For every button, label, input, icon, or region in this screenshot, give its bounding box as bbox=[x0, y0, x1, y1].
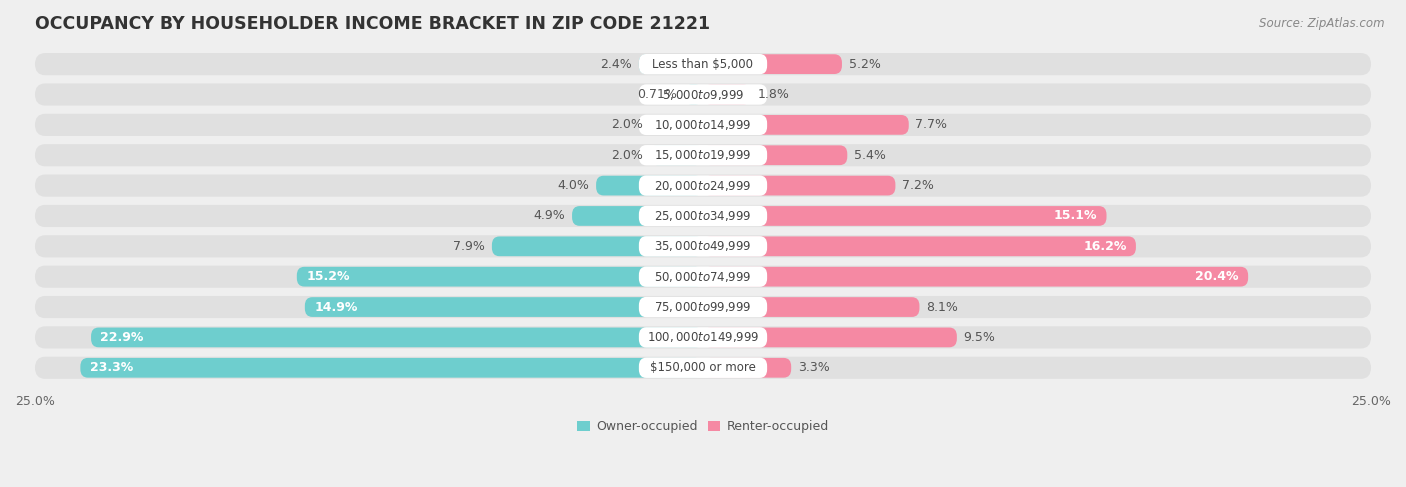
FancyBboxPatch shape bbox=[703, 115, 908, 135]
FancyBboxPatch shape bbox=[638, 54, 703, 74]
FancyBboxPatch shape bbox=[80, 358, 703, 377]
FancyBboxPatch shape bbox=[596, 176, 703, 195]
Text: OCCUPANCY BY HOUSEHOLDER INCOME BRACKET IN ZIP CODE 21221: OCCUPANCY BY HOUSEHOLDER INCOME BRACKET … bbox=[35, 15, 710, 33]
Text: 4.9%: 4.9% bbox=[534, 209, 565, 223]
FancyBboxPatch shape bbox=[638, 54, 768, 75]
Text: 7.2%: 7.2% bbox=[903, 179, 934, 192]
Text: Less than $5,000: Less than $5,000 bbox=[652, 57, 754, 71]
FancyBboxPatch shape bbox=[638, 327, 768, 348]
Text: 14.9%: 14.9% bbox=[314, 300, 357, 314]
Text: 15.1%: 15.1% bbox=[1053, 209, 1097, 223]
Text: 15.2%: 15.2% bbox=[307, 270, 350, 283]
Text: 2.0%: 2.0% bbox=[612, 118, 643, 131]
FancyBboxPatch shape bbox=[35, 296, 1371, 318]
FancyBboxPatch shape bbox=[638, 236, 768, 257]
FancyBboxPatch shape bbox=[638, 175, 768, 196]
Text: 5.2%: 5.2% bbox=[849, 57, 880, 71]
FancyBboxPatch shape bbox=[703, 85, 751, 104]
FancyBboxPatch shape bbox=[638, 357, 768, 378]
Text: 4.0%: 4.0% bbox=[558, 179, 589, 192]
Text: 1.8%: 1.8% bbox=[758, 88, 790, 101]
Text: $10,000 to $14,999: $10,000 to $14,999 bbox=[654, 118, 752, 132]
Text: 23.3%: 23.3% bbox=[90, 361, 134, 375]
Text: $100,000 to $149,999: $100,000 to $149,999 bbox=[647, 330, 759, 344]
FancyBboxPatch shape bbox=[35, 205, 1371, 227]
Text: 2.0%: 2.0% bbox=[612, 149, 643, 162]
FancyBboxPatch shape bbox=[638, 145, 768, 166]
FancyBboxPatch shape bbox=[703, 358, 792, 377]
FancyBboxPatch shape bbox=[638, 115, 768, 135]
Text: 7.7%: 7.7% bbox=[915, 118, 948, 131]
FancyBboxPatch shape bbox=[35, 83, 1371, 106]
FancyBboxPatch shape bbox=[703, 328, 957, 347]
FancyBboxPatch shape bbox=[35, 114, 1371, 136]
Text: 20.4%: 20.4% bbox=[1195, 270, 1239, 283]
FancyBboxPatch shape bbox=[35, 53, 1371, 75]
FancyBboxPatch shape bbox=[703, 237, 1136, 256]
FancyBboxPatch shape bbox=[685, 85, 703, 104]
FancyBboxPatch shape bbox=[297, 267, 703, 286]
Text: 9.5%: 9.5% bbox=[963, 331, 995, 344]
FancyBboxPatch shape bbox=[35, 174, 1371, 197]
Text: $50,000 to $74,999: $50,000 to $74,999 bbox=[654, 270, 752, 284]
FancyBboxPatch shape bbox=[703, 176, 896, 195]
Text: 16.2%: 16.2% bbox=[1083, 240, 1126, 253]
Text: $25,000 to $34,999: $25,000 to $34,999 bbox=[654, 209, 752, 223]
FancyBboxPatch shape bbox=[35, 144, 1371, 167]
FancyBboxPatch shape bbox=[35, 356, 1371, 379]
Text: $35,000 to $49,999: $35,000 to $49,999 bbox=[654, 239, 752, 253]
FancyBboxPatch shape bbox=[91, 328, 703, 347]
Text: 22.9%: 22.9% bbox=[100, 331, 143, 344]
FancyBboxPatch shape bbox=[650, 115, 703, 135]
Text: Source: ZipAtlas.com: Source: ZipAtlas.com bbox=[1260, 17, 1385, 30]
FancyBboxPatch shape bbox=[650, 145, 703, 165]
FancyBboxPatch shape bbox=[638, 206, 768, 226]
Text: $75,000 to $99,999: $75,000 to $99,999 bbox=[654, 300, 752, 314]
FancyBboxPatch shape bbox=[35, 235, 1371, 258]
FancyBboxPatch shape bbox=[703, 297, 920, 317]
Text: $20,000 to $24,999: $20,000 to $24,999 bbox=[654, 179, 752, 192]
FancyBboxPatch shape bbox=[703, 54, 842, 74]
FancyBboxPatch shape bbox=[35, 265, 1371, 288]
FancyBboxPatch shape bbox=[35, 326, 1371, 349]
Text: 7.9%: 7.9% bbox=[453, 240, 485, 253]
FancyBboxPatch shape bbox=[703, 206, 1107, 226]
FancyBboxPatch shape bbox=[492, 237, 703, 256]
Text: 8.1%: 8.1% bbox=[927, 300, 957, 314]
Legend: Owner-occupied, Renter-occupied: Owner-occupied, Renter-occupied bbox=[572, 415, 834, 438]
Text: 3.3%: 3.3% bbox=[797, 361, 830, 375]
Text: 5.4%: 5.4% bbox=[853, 149, 886, 162]
FancyBboxPatch shape bbox=[703, 145, 848, 165]
FancyBboxPatch shape bbox=[638, 84, 768, 105]
Text: $15,000 to $19,999: $15,000 to $19,999 bbox=[654, 148, 752, 162]
Text: $5,000 to $9,999: $5,000 to $9,999 bbox=[662, 88, 744, 101]
Text: 0.71%: 0.71% bbox=[637, 88, 678, 101]
FancyBboxPatch shape bbox=[305, 297, 703, 317]
FancyBboxPatch shape bbox=[638, 297, 768, 317]
FancyBboxPatch shape bbox=[703, 267, 1249, 286]
FancyBboxPatch shape bbox=[638, 266, 768, 287]
FancyBboxPatch shape bbox=[572, 206, 703, 226]
Text: 2.4%: 2.4% bbox=[600, 57, 633, 71]
Text: $150,000 or more: $150,000 or more bbox=[650, 361, 756, 375]
